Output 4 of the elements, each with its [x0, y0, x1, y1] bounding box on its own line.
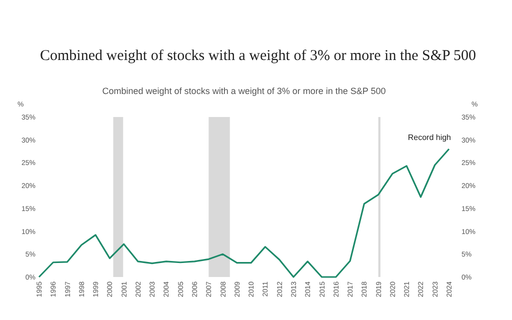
annotation: Record high	[408, 133, 451, 142]
chart-title: Combined weight of stocks with a weight of 3% or more in the S&P 500	[40, 48, 476, 65]
line-series	[38, 148, 450, 278]
chart-subtitle: Combined weight of stocks with a weight of 3% or more in the S&P 500	[102, 86, 386, 96]
